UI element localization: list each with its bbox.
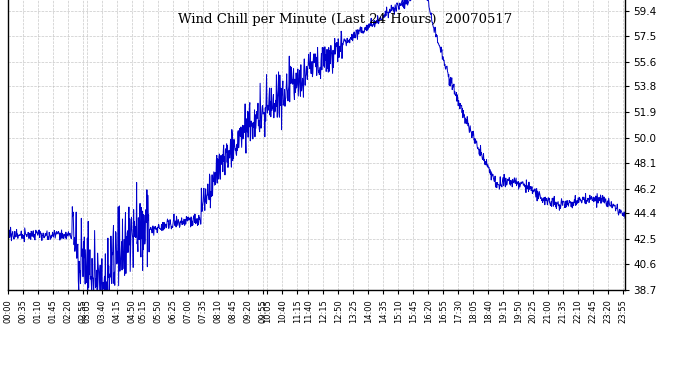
- Text: Wind Chill per Minute (Last 24 Hours)  20070517: Wind Chill per Minute (Last 24 Hours) 20…: [178, 13, 512, 26]
